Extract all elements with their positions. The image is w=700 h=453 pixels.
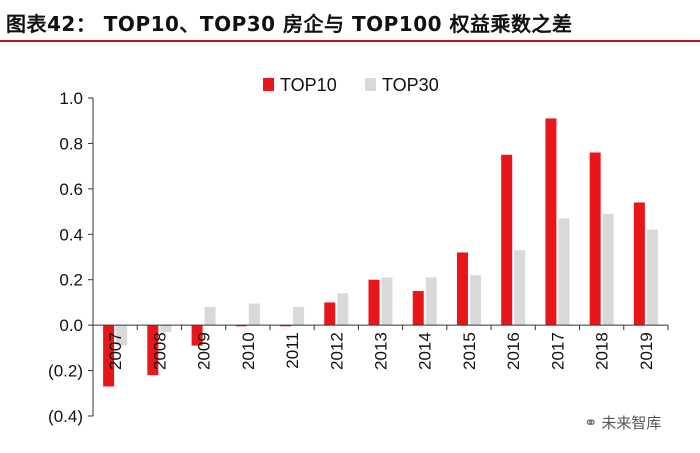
bar-top10-2014 bbox=[412, 291, 424, 326]
y-tick-label: 0.2 bbox=[59, 271, 83, 290]
x-tick-label: 2007 bbox=[106, 332, 125, 370]
watermark-text: 未来智库 bbox=[601, 414, 662, 432]
x-tick-label: 2017 bbox=[548, 332, 567, 370]
bar-top30-2008 bbox=[160, 325, 172, 332]
bar-top30-2011 bbox=[293, 306, 305, 326]
x-tick-label: 2015 bbox=[460, 332, 479, 370]
y-tick-label: 0.0 bbox=[59, 316, 83, 335]
x-tick-label: 2012 bbox=[327, 332, 346, 370]
watermark: ⚭ 未来智库 bbox=[584, 412, 661, 433]
chart-title: 图表42： TOP10、TOP30 房企与 TOP100 权益乘数之差 bbox=[6, 12, 573, 36]
bar-top10-2017 bbox=[545, 118, 557, 326]
bar-top10-2008 bbox=[147, 325, 159, 376]
bar-top10-2013 bbox=[368, 279, 380, 326]
y-tick-label: 0.8 bbox=[59, 134, 83, 153]
legend-swatch-top30 bbox=[365, 78, 376, 91]
x-tick-label: 2013 bbox=[372, 332, 391, 370]
bar-top30-2013 bbox=[381, 277, 393, 326]
x-tick-label: 2009 bbox=[195, 332, 214, 370]
bar-top30-2016 bbox=[514, 250, 526, 326]
bar-top10-2007 bbox=[103, 325, 115, 387]
title-bar: 图表42： TOP10、TOP30 房企与 TOP100 权益乘数之差 bbox=[0, 0, 700, 44]
y-tick-label: 0.6 bbox=[59, 180, 83, 199]
bar-top30-2007 bbox=[116, 325, 128, 346]
bar-top30-2012 bbox=[337, 293, 349, 326]
bar-top10-2016 bbox=[501, 154, 513, 326]
bar-top30-2014 bbox=[425, 277, 437, 326]
bar-top30-2019 bbox=[646, 229, 658, 326]
x-tick-label: 2008 bbox=[150, 332, 169, 370]
bar-top10-2012 bbox=[324, 302, 336, 326]
bar-top30-2010 bbox=[248, 303, 260, 326]
y-tick-label: 0.4 bbox=[59, 225, 83, 244]
x-tick-label: 2016 bbox=[504, 332, 523, 370]
bar-top10-2019 bbox=[633, 202, 645, 326]
x-tick-label: 2011 bbox=[283, 332, 302, 369]
legend-label-top10: TOP10 bbox=[280, 75, 337, 95]
legend-swatch-top10 bbox=[263, 78, 274, 91]
legend-label-top30: TOP30 bbox=[382, 75, 439, 95]
y-tick-label: 1.0 bbox=[59, 89, 83, 108]
bar-top10-2011 bbox=[280, 325, 292, 327]
bar-top10-2018 bbox=[589, 152, 601, 326]
wechat-icon: ⚭ bbox=[584, 413, 598, 432]
bar-top10-2015 bbox=[456, 252, 468, 326]
title-divider bbox=[0, 40, 700, 42]
bar-top30-2009 bbox=[204, 306, 216, 326]
bar-top10-2010 bbox=[235, 325, 247, 327]
x-tick-label: 2018 bbox=[593, 332, 612, 370]
bar-top30-2017 bbox=[558, 218, 570, 326]
x-tick-label: 2014 bbox=[416, 332, 435, 370]
x-tick-label: 2010 bbox=[239, 332, 258, 370]
bar-top10-2009 bbox=[191, 325, 203, 346]
x-tick-label: 2019 bbox=[637, 332, 656, 370]
y-tick-label: (0.2) bbox=[48, 362, 83, 381]
bar-top30-2015 bbox=[469, 275, 481, 326]
y-tick-label: (0.4) bbox=[48, 407, 83, 426]
bar-top30-2018 bbox=[602, 213, 614, 326]
